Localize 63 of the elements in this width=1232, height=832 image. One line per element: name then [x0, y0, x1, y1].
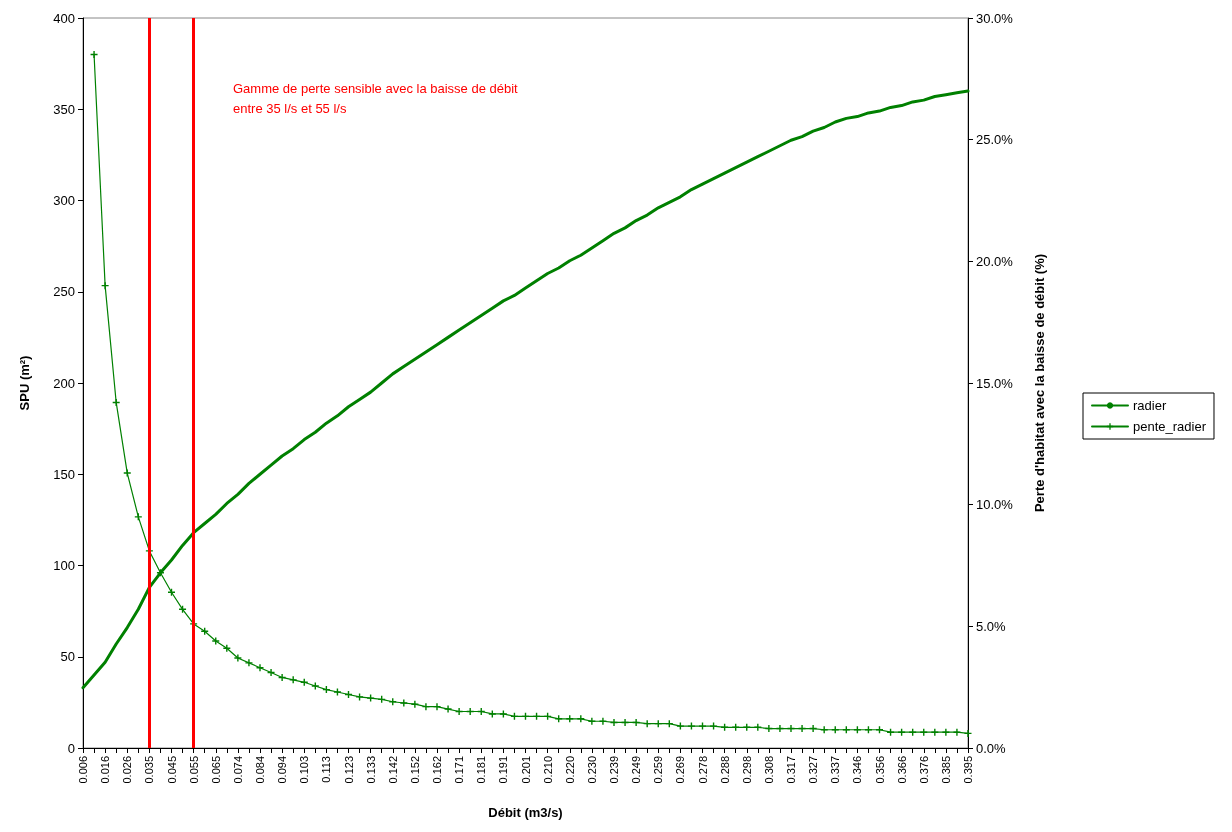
x-tick-label: 0.016	[99, 756, 112, 784]
x-tick-label: 0.181	[475, 756, 488, 784]
x-tick-label: 0.249	[630, 756, 643, 784]
x-tick-label: 0.356	[873, 756, 886, 784]
annotation: Gamme de perte sensible avec la baisse de débit entre 35 l/s et 55 l/s	[233, 80, 519, 116]
legend-label: pente_radier	[1133, 419, 1207, 434]
x-tick-label: 0.201	[519, 756, 532, 784]
legend-label: radier	[1133, 398, 1167, 413]
y-axis-title: SPU (m²)	[17, 355, 32, 411]
x-tick-label: 0.084	[254, 756, 266, 784]
x-tick-label: 0.259	[652, 756, 665, 784]
y2-tick-label: 25.0%	[976, 132, 1014, 148]
y-tick-label: 200	[53, 375, 75, 391]
x-axis-title: Débit (m3/s)	[488, 805, 563, 820]
x-tick-label: 0.035	[143, 756, 156, 784]
x-tick-label: 0.220	[563, 756, 576, 784]
x-tick-label: 0.113	[320, 756, 333, 783]
y-tick-label: 50	[60, 649, 75, 665]
y2-tick-label: 15.0%	[976, 375, 1014, 391]
x-tick-label: 0.006	[77, 756, 89, 784]
x-tick-label: 0.055	[187, 756, 200, 784]
x-tick-label: 0.278	[696, 756, 709, 784]
x-tick-label: 0.337	[829, 756, 842, 784]
y-tick-label: 100	[53, 558, 75, 573]
x-tick-label: 0.317	[785, 756, 797, 784]
y2-tick-label: 30.0%	[976, 10, 1014, 26]
x-tick-label: 0.327	[807, 756, 820, 784]
x-tick-label: 0.162	[431, 756, 443, 784]
y-tick-label: 300	[53, 193, 75, 208]
x-tick-label: 0.385	[939, 756, 952, 784]
y-tick-label: 400	[53, 10, 75, 26]
x-tick-label: 0.103	[298, 756, 311, 784]
y2-tick-label: 20.0%	[976, 253, 1014, 269]
x-tick-label: 0.210	[541, 756, 554, 784]
y2-tick-label: 0.0%	[976, 740, 1007, 756]
x-tick-label: 0.171	[453, 756, 466, 784]
x-tick-label: 0.191	[497, 756, 510, 784]
y-tick-label: 150	[53, 466, 75, 482]
y-tick-label: 0	[67, 740, 75, 756]
x-tick-label: 0.026	[121, 756, 134, 784]
y-tick-label: 250	[53, 284, 75, 300]
y-tick-label: 350	[53, 101, 75, 117]
x-tick-label: 0.288	[718, 756, 731, 784]
x-tick-label: 0.152	[408, 756, 421, 784]
x-tick-label: 0.269	[674, 756, 687, 784]
y2-tick-label: 5.0%	[976, 618, 1007, 634]
y2-axis-title: Perte d'habitat avec la baisse de débit (%)	[1032, 253, 1047, 513]
x-tick-label: 0.298	[740, 756, 753, 784]
x-tick-label: 0.094	[276, 756, 289, 784]
x-tick-label: 0.230	[585, 756, 598, 784]
x-tick-label: 0.133	[364, 756, 377, 784]
x-tick-label: 0.074	[231, 756, 244, 784]
x-tick-label: 0.123	[342, 756, 355, 784]
x-tick-label: 0.376	[917, 756, 930, 784]
x-tick-label: 0.308	[762, 756, 775, 784]
x-tick-label: 0.045	[165, 756, 178, 784]
x-tick-label: 0.395	[962, 756, 974, 784]
x-tick-label: 0.065	[209, 756, 222, 784]
x-tick-label: 0.239	[608, 756, 620, 784]
y2-tick-label: 10.0%	[976, 497, 1014, 513]
x-tick-label: 0.142	[386, 756, 399, 784]
x-tick-label: 0.346	[851, 756, 864, 784]
x-tick-label: 0.366	[895, 756, 908, 784]
